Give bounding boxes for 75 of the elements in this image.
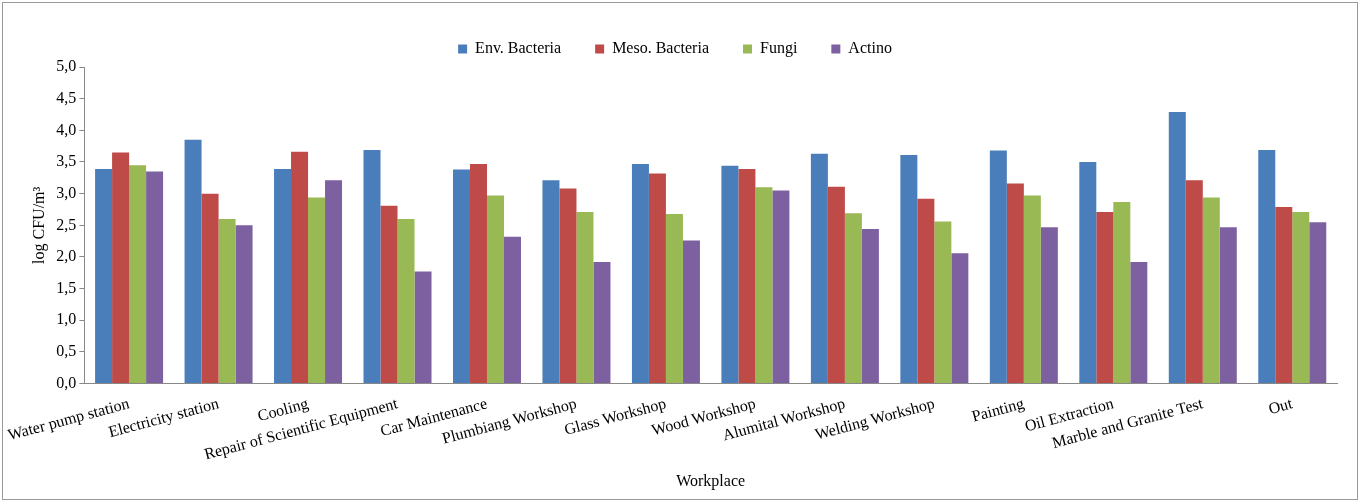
bar	[235, 225, 253, 384]
bar	[1130, 262, 1148, 384]
x-tick-label: Out	[1266, 394, 1295, 418]
y-tick-label: 5,0	[56, 57, 77, 75]
bar	[1292, 212, 1310, 384]
bar	[452, 169, 470, 384]
bar	[380, 205, 398, 384]
y-axis-title: log CFU/m³	[29, 186, 48, 264]
bar	[738, 168, 756, 384]
bar	[1079, 161, 1097, 384]
x-axis-title: Workplace	[676, 471, 746, 490]
bar	[844, 213, 862, 384]
bar	[755, 187, 773, 384]
bar	[900, 155, 918, 384]
bar	[274, 168, 292, 384]
bar	[146, 171, 164, 384]
bar	[951, 253, 969, 384]
bar	[308, 197, 326, 384]
bar	[1202, 197, 1220, 384]
y-tick-label: 2,5	[56, 215, 77, 233]
bar	[772, 190, 790, 384]
y-tick-label: 0,5	[56, 342, 77, 360]
bar	[576, 212, 594, 384]
legend-label: Env. Bacteria	[475, 39, 562, 57]
bar	[631, 163, 649, 384]
bar	[682, 240, 700, 384]
bar	[201, 193, 219, 384]
bar	[1275, 206, 1293, 384]
y-tick-label: 3,0	[56, 183, 77, 201]
legend-label: Meso. Bacteria	[612, 39, 709, 57]
y-tick-label: 1,0	[56, 310, 77, 328]
bar	[129, 165, 147, 384]
bar	[542, 180, 560, 384]
bar	[1219, 227, 1237, 384]
legend-label: Actino	[848, 39, 892, 57]
bar	[1185, 180, 1203, 384]
bar	[861, 229, 879, 384]
bar	[917, 198, 935, 384]
bar	[469, 163, 487, 384]
bar	[291, 151, 309, 384]
bar	[503, 236, 521, 384]
bar	[665, 213, 683, 384]
bar	[112, 152, 130, 384]
bar	[989, 150, 1007, 384]
bar	[184, 139, 202, 384]
bar	[1023, 195, 1041, 384]
y-tick-label: 4,0	[56, 120, 77, 138]
bar	[648, 173, 666, 384]
bar	[593, 262, 611, 384]
bar	[1113, 201, 1131, 384]
y-tick-label: 2,0	[56, 247, 77, 265]
bar	[1309, 222, 1327, 384]
legend-label: Fungi	[760, 39, 798, 58]
bar	[363, 149, 381, 384]
bar	[1006, 183, 1024, 384]
bar	[1258, 149, 1276, 384]
bar	[810, 153, 828, 384]
bar	[721, 165, 739, 384]
bar	[1168, 111, 1186, 384]
bar	[218, 218, 236, 384]
bar	[486, 195, 504, 384]
bar	[414, 271, 432, 384]
bar	[827, 186, 845, 384]
x-tick-label: Painting	[969, 394, 1026, 426]
y-tick-label: 3,5	[56, 152, 77, 170]
bar	[1096, 212, 1114, 384]
bar	[1040, 227, 1058, 384]
bar	[934, 221, 952, 384]
bar	[95, 168, 113, 384]
bar	[325, 180, 343, 384]
y-tick-label: 4,5	[56, 88, 77, 106]
bar	[397, 218, 415, 384]
y-tick-label: 0,0	[56, 373, 77, 391]
bar	[559, 188, 577, 384]
y-tick-label: 1,5	[56, 278, 77, 296]
